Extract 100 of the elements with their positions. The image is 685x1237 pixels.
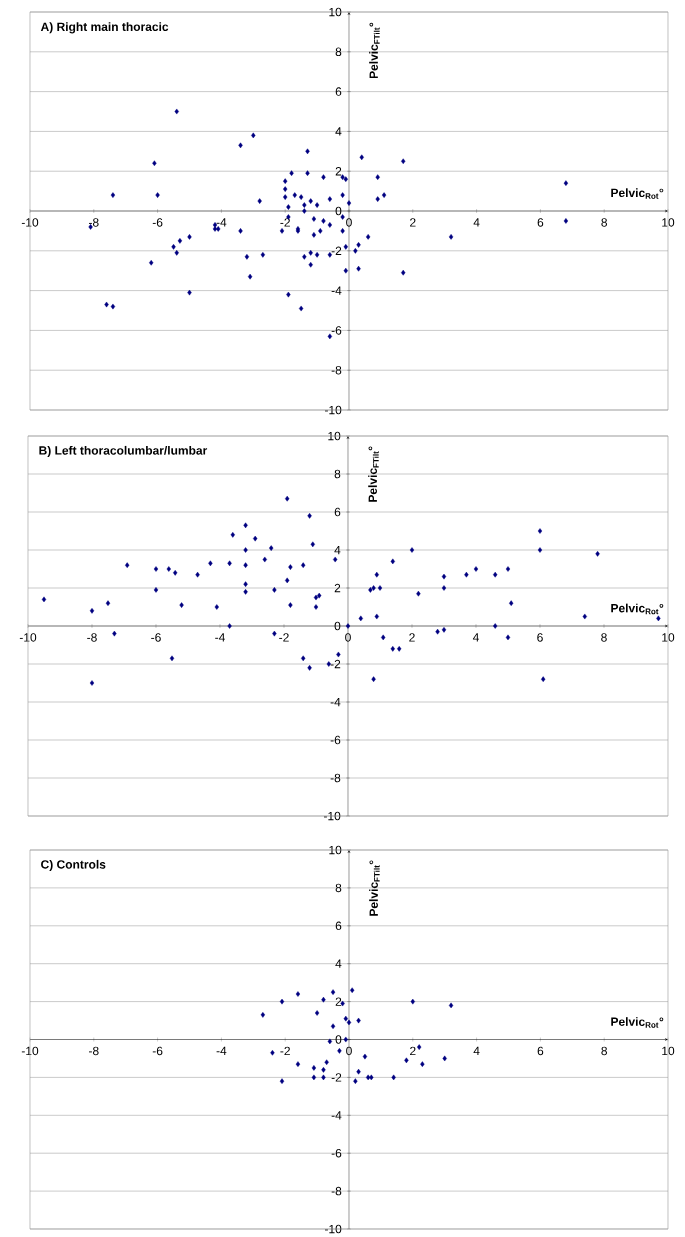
y-tick-label: -10	[323, 811, 341, 821]
y-tick-label: 2	[335, 997, 342, 1006]
x-tick-label: -4	[216, 218, 227, 227]
point	[404, 1057, 409, 1064]
point	[417, 1044, 422, 1050]
y-tick-label: -6	[331, 1148, 342, 1158]
y-tick-label: 8	[335, 47, 342, 57]
point	[365, 1074, 371, 1081]
point	[327, 1038, 333, 1045]
text: C) Controls	[41, 859, 106, 872]
point	[330, 989, 336, 995]
x-tick-label: 10	[662, 633, 675, 642]
y-tick-label: 6	[335, 87, 342, 96]
x-tick-label: -2	[279, 633, 289, 642]
x-tick-label: 4	[473, 1046, 480, 1055]
point	[311, 1074, 317, 1081]
text: A) Right main thoracic	[40, 22, 169, 34]
x-tick-label: 8	[601, 218, 607, 227]
x-tick-label: 8	[601, 1046, 607, 1056]
x-tick-label: 10	[662, 218, 675, 227]
y-tick-label: -4	[330, 697, 341, 707]
point	[442, 1055, 447, 1062]
x-tick-label: 0	[345, 633, 351, 642]
y-tick-label: -2	[330, 659, 341, 669]
y-axis-title: Pelvic$_{FTilt}$°	[369, 860, 380, 916]
point	[260, 1012, 266, 1018]
y-axis-title: Pelvic$_{FTilt}$°	[368, 446, 379, 502]
y-tick-label: 0	[335, 1035, 342, 1044]
point	[321, 1067, 326, 1073]
text: B) Left thoracolumbar/lumbar	[39, 445, 208, 458]
y-tick-label: -4	[331, 1111, 342, 1120]
y-tick-label: 0	[334, 621, 341, 631]
x-tick-label: 2	[410, 218, 416, 227]
point	[295, 1061, 301, 1067]
point	[362, 1053, 368, 1060]
x-tick-label: 8	[601, 633, 607, 642]
x-axis-title: Pelvic$_{Rot}$°	[611, 1017, 664, 1028]
point	[448, 1002, 454, 1009]
x-tick-label: -8	[87, 633, 97, 642]
y-tick-label: 4	[335, 127, 342, 136]
x-tick-label: 10	[662, 1046, 675, 1056]
point	[343, 1036, 348, 1043]
point	[343, 1015, 348, 1022]
y-tick-label: 8	[334, 469, 341, 479]
y-axis-title: Pelvic$_{FTilt}$°	[369, 22, 380, 79]
y-tick-label: -4	[331, 286, 342, 295]
y-tick-label: 4	[335, 959, 342, 968]
x-tick-label: 4	[473, 218, 480, 227]
x-tick-label: -4	[215, 633, 225, 642]
point	[391, 1074, 396, 1081]
x-tick-label: -10	[19, 633, 37, 642]
x-tick-label: -10	[21, 218, 39, 227]
y-tick-label: 0	[335, 206, 342, 216]
y-tick-label: 10	[329, 845, 342, 855]
y-tick-label: 6	[335, 921, 342, 931]
y-tick-label: -8	[330, 773, 341, 783]
x-tick-label: 4	[472, 633, 479, 642]
x-tick-label: -6	[151, 633, 161, 642]
y-tick-label: 2	[334, 583, 341, 593]
point	[270, 1049, 275, 1056]
y-tick-label: -10	[324, 1224, 342, 1234]
point	[420, 1061, 425, 1067]
point	[356, 1017, 361, 1024]
point	[356, 1068, 361, 1075]
point	[321, 996, 326, 1003]
point	[279, 998, 285, 1005]
y-tick-label: 10	[328, 431, 341, 441]
y-tick-label: 10	[329, 7, 342, 17]
point	[353, 1078, 358, 1084]
point	[324, 1059, 329, 1066]
x-axis-title: Pelvic$_{Rot}$°	[611, 188, 664, 199]
point	[350, 987, 355, 994]
point	[337, 1048, 342, 1054]
point	[279, 1078, 285, 1084]
y-tick-label: -2	[331, 1073, 342, 1082]
x-tick-label: 0	[346, 218, 352, 227]
x-tick-label: 2	[410, 1046, 416, 1056]
x-axis-title: Pelvic$_{Rot}$°	[611, 603, 664, 615]
y-tick-label: -10	[324, 405, 342, 415]
x-tick-label: 0	[346, 1046, 352, 1056]
y-tick-label: 2	[335, 167, 342, 176]
y-tick-label: -6	[330, 735, 341, 745]
y-tick-label: 6	[334, 507, 341, 517]
y-tick-label: -6	[331, 326, 342, 335]
point	[314, 1010, 320, 1016]
point	[346, 1019, 352, 1026]
x-tick-label: -8	[89, 1046, 99, 1056]
x-tick-label: 6	[537, 1046, 544, 1056]
x-tick-label: -4	[216, 1046, 227, 1055]
y-tick-label: 4	[334, 545, 341, 555]
point	[311, 1065, 317, 1071]
x-tick-label: 6	[537, 218, 544, 227]
point	[321, 1074, 326, 1081]
y-tick-label: -8	[331, 1186, 342, 1196]
x-tick-label: -6	[152, 218, 163, 227]
point	[330, 1023, 336, 1030]
x-tick-label: 2	[409, 633, 415, 642]
point	[410, 998, 415, 1005]
x-tick-label: -10	[21, 1046, 39, 1056]
x-tick-label: -6	[152, 1046, 163, 1056]
